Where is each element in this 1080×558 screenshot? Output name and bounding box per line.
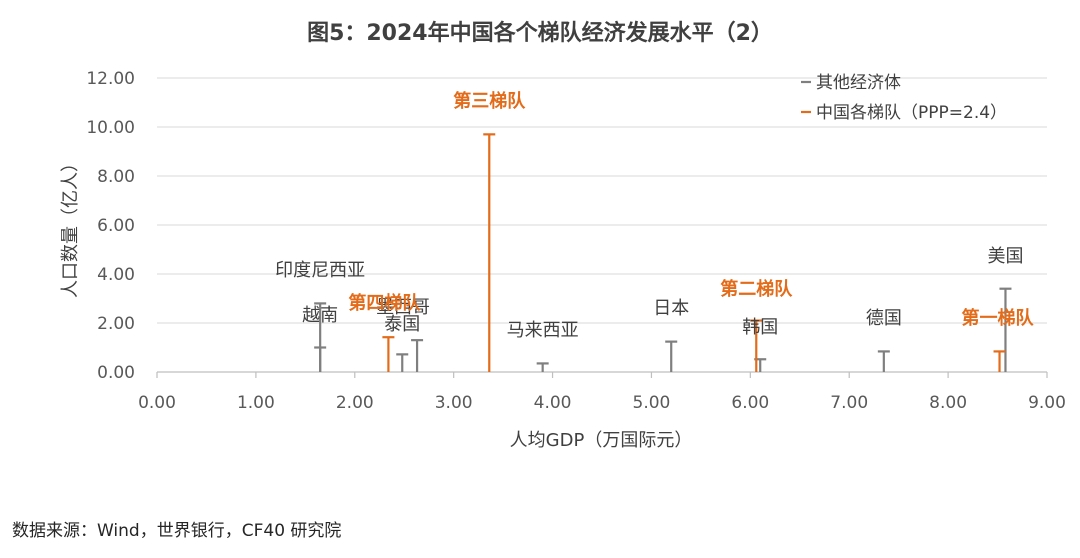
data-point xyxy=(750,319,763,372)
legend-label: 其他经济体 xyxy=(816,73,901,93)
x-tick-label: 3.00 xyxy=(435,393,473,413)
x-tick-label: 9.00 xyxy=(1028,393,1066,413)
data-point xyxy=(411,339,424,372)
x-tick-label: 6.00 xyxy=(731,393,769,413)
data-label: 德国 xyxy=(866,308,902,329)
source-note: 数据来源：Wind，世界银行，CF40 研究院 xyxy=(12,521,341,541)
x-tick-label: 2.00 xyxy=(336,393,374,413)
y-tick-label: 6.00 xyxy=(97,216,135,236)
y-tick-label: 12.00 xyxy=(86,69,135,89)
y-tick-label: 4.00 xyxy=(97,265,135,285)
data-label: 泰国 xyxy=(384,314,420,335)
x-tick-label: 5.00 xyxy=(633,393,671,413)
x-axis-title: 人均GDP（万国际元） xyxy=(510,430,693,451)
x-tick-label: 8.00 xyxy=(929,393,967,413)
data-point xyxy=(877,350,890,372)
data-label: 日本 xyxy=(653,298,689,319)
data-label: 印度尼西亚 xyxy=(275,260,365,281)
gridlines xyxy=(157,77,1047,324)
data-label: 第四梯队 xyxy=(348,292,421,314)
data-point xyxy=(999,287,1012,372)
data-point xyxy=(993,350,1006,372)
data-label: 美国 xyxy=(987,246,1023,267)
data-point xyxy=(665,340,678,372)
y-tick-label: 2.00 xyxy=(97,314,135,334)
y-tick-label: 10.00 xyxy=(86,118,135,138)
legend-item: 中国各梯队（PPP=2.4） xyxy=(801,103,1007,123)
data-point xyxy=(396,353,409,372)
legend-label: 中国各梯队（PPP=2.4） xyxy=(816,103,1007,123)
y-tick-label: 8.00 xyxy=(97,167,135,187)
x-tick-label: 1.00 xyxy=(237,393,275,413)
legend-item: 其他经济体 xyxy=(801,73,901,93)
x-tick-label: 4.00 xyxy=(534,393,572,413)
data-point xyxy=(536,362,549,372)
data-label: 韩国 xyxy=(742,317,778,338)
data-label: 马来西亚 xyxy=(507,320,579,341)
data-point xyxy=(382,336,395,372)
data-label: 第二梯队 xyxy=(720,278,793,300)
data-label: 第一梯队 xyxy=(962,307,1035,329)
data-label: 越南 xyxy=(302,305,338,326)
data-label: 第三梯队 xyxy=(453,90,526,112)
x-tick-label: 7.00 xyxy=(830,393,868,413)
data-point xyxy=(483,133,496,372)
x-tick-label: 0.00 xyxy=(138,393,176,413)
y-tick-label: 0.00 xyxy=(97,363,135,383)
chart-title: 图5：2024年中国各个梯队经济发展水平（2） xyxy=(307,20,773,46)
axes: 0.00 2.00 4.00 6.00 8.00 10.00 12.00 0.00 1.00 2.… xyxy=(86,69,1066,413)
y-axis-title: 人口数量（亿人） xyxy=(60,154,81,298)
data-point xyxy=(314,302,327,372)
data-marks xyxy=(314,133,1012,372)
data-label: 墨西哥 xyxy=(376,297,430,318)
